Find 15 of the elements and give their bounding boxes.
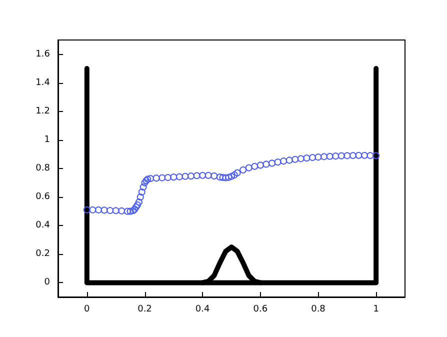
x-tick-label: 0.6: [253, 304, 268, 314]
y-tick-label: 0.8: [36, 164, 50, 174]
y-tick-label: 0.2: [36, 249, 50, 260]
x-tick-label: 1: [373, 304, 379, 314]
y-tick-label: 0.4: [36, 220, 50, 231]
y-tick-label: 0: [44, 278, 50, 288]
x-tick-label: 0.4: [195, 304, 210, 314]
x-tick-label: 0.8: [311, 304, 326, 314]
x-tick-label: 0: [84, 304, 90, 314]
y-tick-label: 1.2: [36, 106, 50, 116]
x-tick-label: 0.2: [138, 304, 152, 314]
y-tick-label: 0.6: [36, 192, 50, 202]
y-tick-label: 1.6: [36, 49, 50, 60]
y-tick-label: 1: [44, 134, 50, 145]
y-tick-label: 1.4: [36, 78, 50, 88]
